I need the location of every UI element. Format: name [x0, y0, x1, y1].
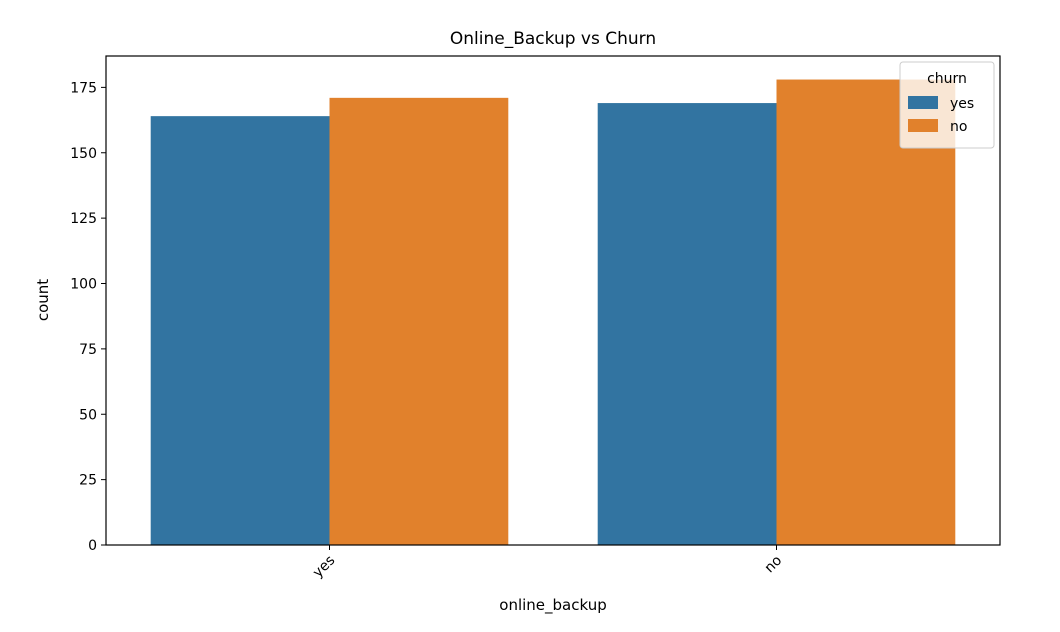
bar-no-churn-no	[776, 79, 956, 545]
legend-swatch-no	[908, 119, 938, 132]
x-axis-label: online_backup	[499, 596, 606, 615]
legend-swatch-yes	[908, 96, 938, 109]
x-tick-label: yes	[310, 553, 338, 581]
bar-yes-churn-no	[329, 97, 509, 545]
bar-yes-churn-yes	[150, 116, 330, 546]
x-tick-label: no	[762, 553, 786, 577]
bar-no-churn-yes	[597, 103, 777, 545]
y-tick-label: 50	[79, 407, 97, 423]
bars-group	[150, 79, 956, 546]
legend-title: churn	[927, 71, 967, 87]
y-tick-label: 125	[70, 211, 97, 227]
chart-title: Online_Backup vs Churn	[450, 29, 656, 49]
legend-label-no: no	[950, 119, 967, 135]
plot-frame	[105, 55, 1001, 546]
x-axis: yes no	[310, 545, 785, 581]
y-tick-label: 75	[79, 342, 97, 358]
legend: churn yes no	[899, 61, 995, 149]
y-axis: 0 25 50 75 100 125 150 175	[70, 80, 106, 554]
y-tick-label: 150	[70, 146, 97, 162]
y-tick-label: 25	[79, 473, 97, 489]
legend-label-yes: yes	[950, 96, 974, 112]
y-tick-label: 0	[88, 538, 97, 554]
y-tick-label: 100	[70, 277, 97, 293]
y-axis-label: count	[34, 279, 52, 321]
y-tick-label: 175	[70, 80, 97, 96]
